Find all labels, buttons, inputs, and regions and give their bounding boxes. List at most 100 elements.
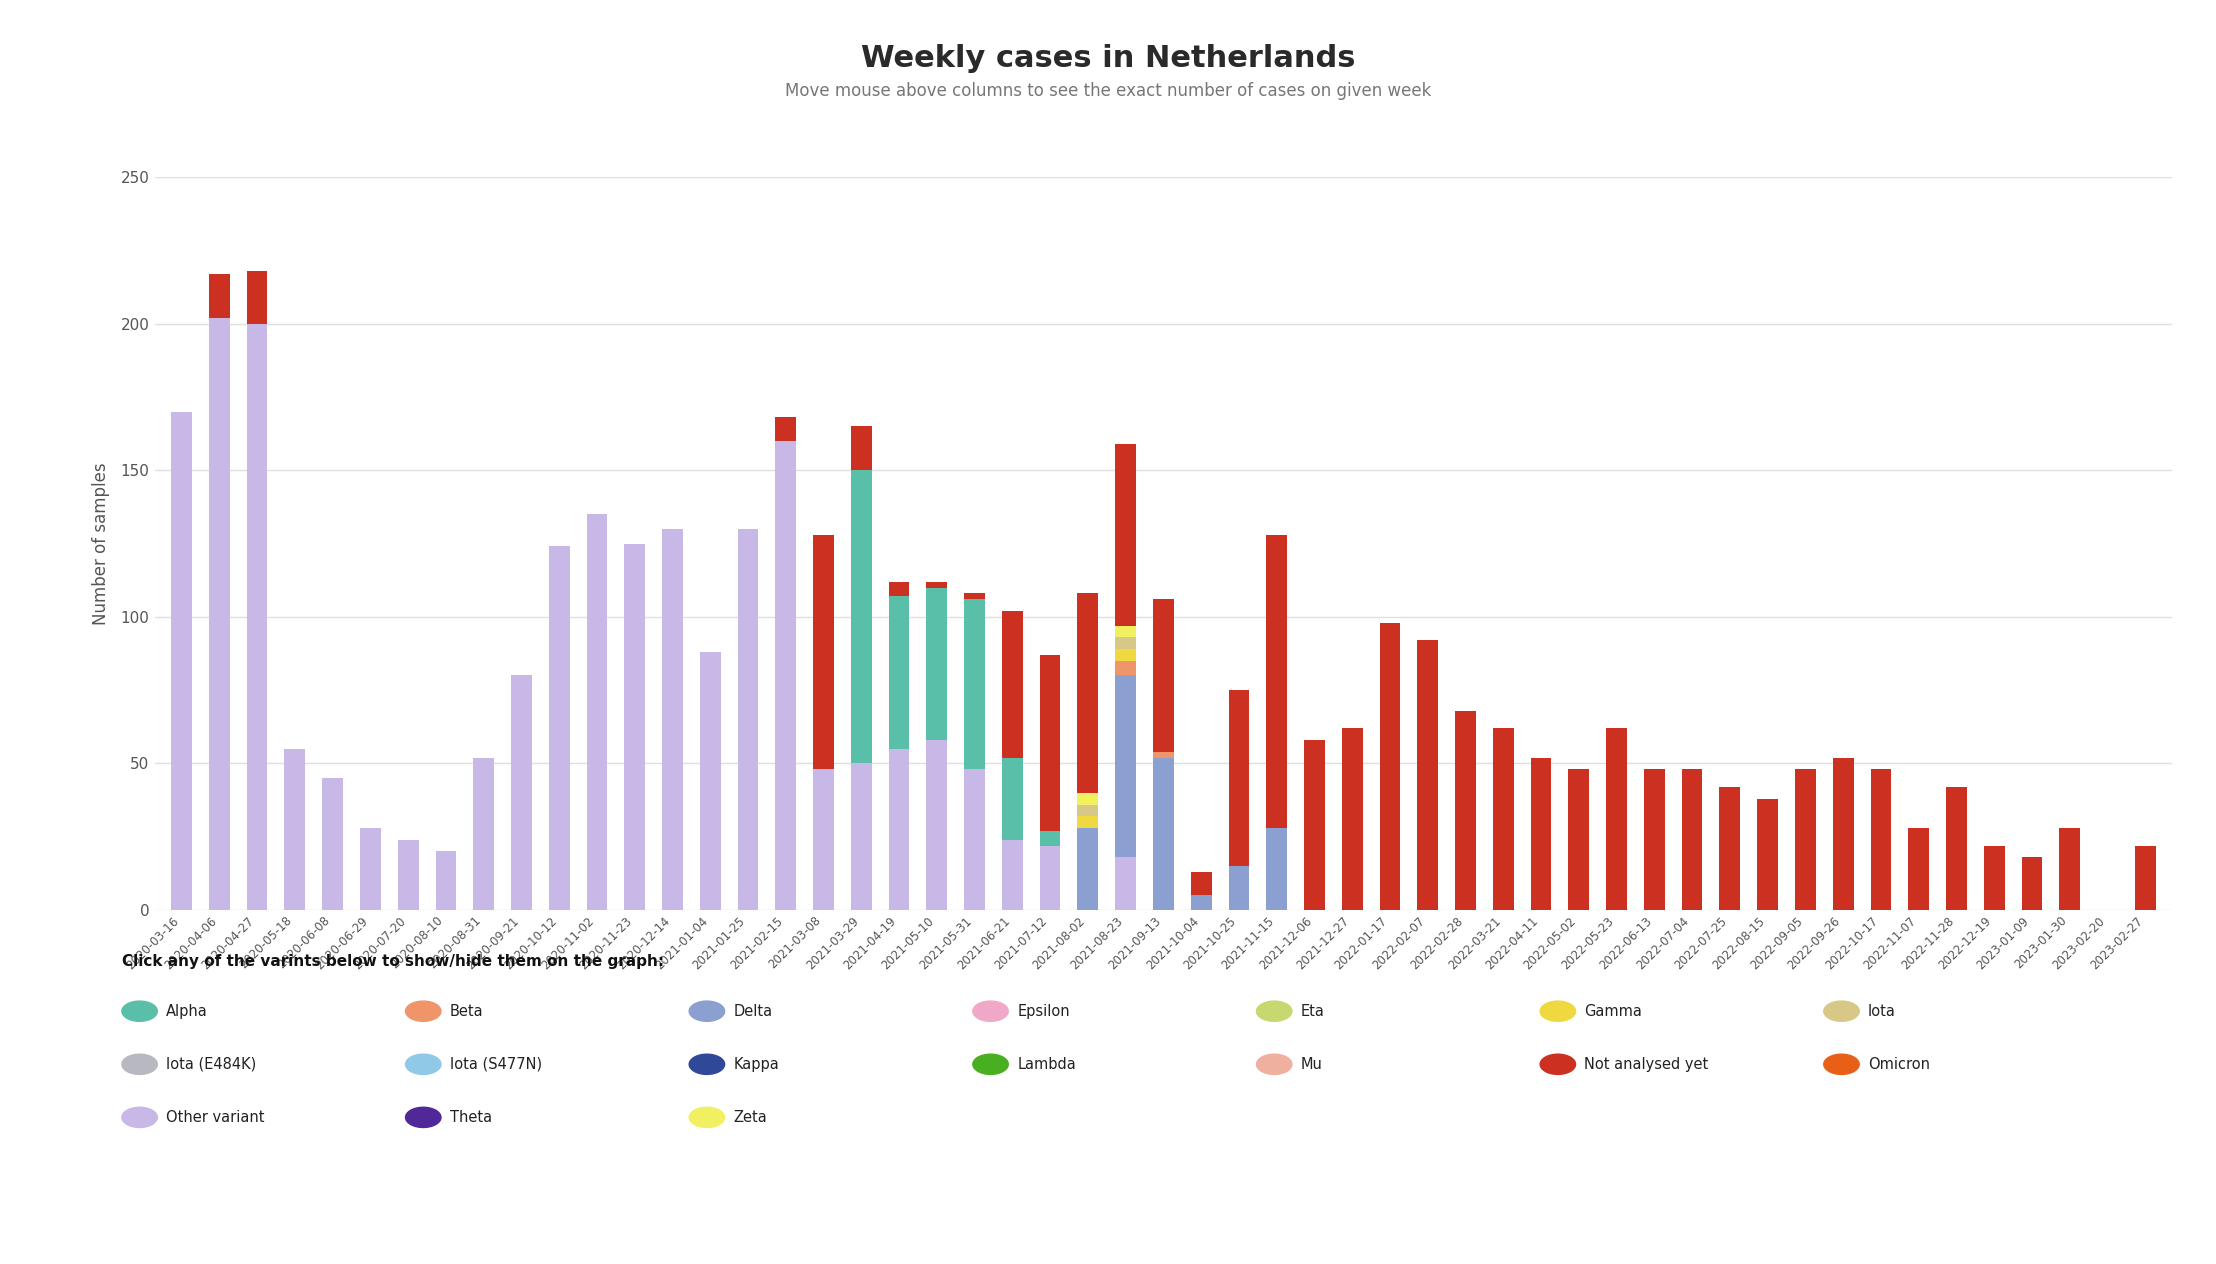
Bar [208,274,230,317]
Bar [550,546,570,910]
Bar [1039,655,1061,830]
Text: Omicron: Omicron [1868,1057,1930,1072]
Bar [1607,728,1627,910]
Bar [208,317,230,910]
Text: Alpha: Alpha [166,1004,208,1019]
Bar [246,324,268,910]
Bar [587,514,607,910]
Bar [2059,828,2081,910]
Bar [1115,637,1137,650]
Text: Move mouse above columns to see the exact number of cases on given week: Move mouse above columns to see the exac… [784,82,1432,100]
Bar [1795,770,1815,910]
Bar [1228,690,1250,866]
Bar [1682,770,1702,910]
Bar [813,770,833,910]
Text: Iota (S477N): Iota (S477N) [450,1057,543,1072]
Bar [2021,857,2043,910]
Bar [851,763,871,910]
Bar [663,528,683,910]
Bar [1381,623,1401,910]
Bar [1115,675,1137,857]
Bar [1152,757,1174,910]
Bar [1265,828,1287,910]
Bar [1833,757,1853,910]
Bar [1456,710,1476,910]
Text: Kappa: Kappa [733,1057,780,1072]
Bar [926,581,946,588]
Bar [1115,650,1137,661]
Bar [964,593,984,599]
Bar [813,535,833,770]
Bar [2134,846,2156,910]
Bar [776,417,796,441]
Text: Delta: Delta [733,1004,773,1019]
Bar [1115,661,1137,675]
Bar [512,675,532,910]
Bar [1115,857,1137,910]
Text: Iota (E484K): Iota (E484K) [166,1057,257,1072]
Bar [1908,828,1930,910]
Text: Theta: Theta [450,1110,492,1125]
Bar [171,412,193,910]
Bar [474,757,494,910]
Bar [1039,846,1061,910]
Bar [1002,611,1024,757]
Bar [889,748,909,910]
Bar [964,770,984,910]
Bar [926,588,946,739]
Text: Mu: Mu [1301,1057,1323,1072]
Bar [1077,828,1099,910]
Bar [1644,770,1664,910]
Bar [1494,728,1514,910]
Text: Zeta: Zeta [733,1110,767,1125]
Text: Iota: Iota [1868,1004,1897,1019]
Bar [1002,757,1024,839]
Text: Lambda: Lambda [1017,1057,1077,1072]
Bar [1870,770,1890,910]
Bar [700,652,720,910]
Bar [246,270,268,324]
Bar [1077,804,1099,817]
Text: Beta: Beta [450,1004,483,1019]
Bar [1115,444,1137,626]
Bar [1190,872,1212,895]
Bar [1720,787,1740,910]
Bar [1531,757,1551,910]
Bar [738,528,758,910]
Bar [1569,770,1589,910]
Bar [1228,866,1250,910]
Bar [851,470,871,763]
Bar [1152,752,1174,757]
Bar [1983,846,2005,910]
Bar [1946,787,1968,910]
Bar [1077,817,1099,828]
Text: Click any of the varints below to show/hide them on the graph:: Click any of the varints below to show/h… [122,954,665,969]
Bar [397,839,419,910]
Text: Gamma: Gamma [1584,1004,1642,1019]
Bar [1077,593,1099,793]
Text: Other variant: Other variant [166,1110,264,1125]
Text: Epsilon: Epsilon [1017,1004,1070,1019]
Bar [964,599,984,770]
Bar [437,852,456,910]
Bar [1077,793,1099,804]
Y-axis label: Number of samples: Number of samples [91,463,109,624]
Bar [1039,830,1061,846]
Bar [851,426,871,470]
Bar [889,597,909,748]
Bar [625,544,645,910]
Bar [1265,535,1287,828]
Text: Weekly cases in Netherlands: Weekly cases in Netherlands [860,44,1356,73]
Bar [1343,728,1363,910]
Bar [321,779,343,910]
Bar [1115,626,1137,637]
Bar [1190,895,1212,910]
Bar [1002,839,1024,910]
Bar [284,748,306,910]
Bar [359,828,381,910]
Text: Not analysed yet: Not analysed yet [1584,1057,1709,1072]
Bar [1152,599,1174,752]
Bar [926,739,946,910]
Bar [1757,799,1777,910]
Bar [889,581,909,597]
